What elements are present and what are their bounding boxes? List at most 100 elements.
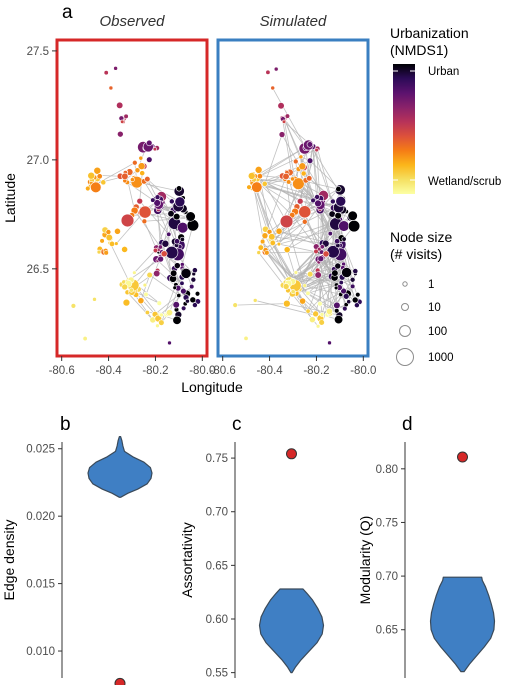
network-node xyxy=(327,340,332,346)
network-node xyxy=(160,250,168,258)
network-edge xyxy=(319,285,353,305)
latitude-tick-label: 27.0 xyxy=(27,155,49,167)
network-node xyxy=(312,310,319,318)
y-axis-title: Assortativity xyxy=(179,522,195,597)
network-node xyxy=(144,309,150,315)
observed-frame xyxy=(55,38,209,358)
network-node xyxy=(310,197,316,204)
network-node xyxy=(122,298,131,307)
network-node xyxy=(306,271,314,278)
network-node xyxy=(334,315,344,325)
network-node xyxy=(146,139,153,147)
network-node xyxy=(121,246,128,253)
network-node xyxy=(261,180,268,187)
size-legend-symbol xyxy=(401,303,409,311)
network-node xyxy=(173,262,181,269)
y-tick-label: 0.010 xyxy=(26,646,55,658)
network-edge xyxy=(283,118,307,149)
network-node xyxy=(143,291,149,298)
latitude-tick-label: 26.5 xyxy=(27,264,49,276)
network-node xyxy=(150,197,156,203)
y-tick-label: 0.60 xyxy=(206,614,228,626)
network-edge xyxy=(235,303,287,306)
network-node xyxy=(172,315,182,325)
network-node xyxy=(284,113,291,119)
network-edge xyxy=(147,178,173,202)
network-node xyxy=(161,239,170,248)
longitude-tick-label: -80.4 xyxy=(95,365,122,377)
network-edge xyxy=(266,221,306,254)
network-node xyxy=(305,308,311,314)
network-edge xyxy=(327,252,331,315)
network-node xyxy=(306,175,313,182)
size-legend: 1 10 100 1000 xyxy=(396,279,454,366)
network-node xyxy=(154,194,161,200)
network-node xyxy=(265,69,271,75)
longitude-tick-label: -80.2 xyxy=(303,365,329,377)
network-node xyxy=(333,301,341,309)
network-node xyxy=(108,85,114,91)
network-node xyxy=(313,248,319,255)
y-tick-label: 0.65 xyxy=(206,560,228,572)
network-node xyxy=(232,302,238,308)
network-edge xyxy=(286,208,318,250)
network-edge xyxy=(181,225,194,265)
network-node xyxy=(341,236,347,242)
longitude-ticks: -80.6 -80.4 -80.2 -80.0-80.6 -80.4 -80.2 -80.0 xyxy=(49,356,376,377)
network-node xyxy=(292,177,305,190)
network-node xyxy=(137,162,146,170)
network-node xyxy=(283,246,291,254)
y-tick-label: 0.75 xyxy=(206,453,228,465)
latitude-ticks: 26.5 27.0 27.5 xyxy=(27,46,57,276)
color-legend-title-line1: Urbanization xyxy=(390,25,469,41)
violin-panel-d: d 0.65 0.70 0.75 0.80 Modularity (Q) xyxy=(357,414,496,678)
network-node xyxy=(354,302,360,309)
y-tick-label: 0.65 xyxy=(376,625,398,637)
color-legend-label-wetland: Wetland/scrub xyxy=(428,176,501,188)
network-node xyxy=(275,227,283,235)
network-node xyxy=(317,255,325,262)
longitude-tick-label: -80.4 xyxy=(256,365,283,377)
y-tick-label: 0.70 xyxy=(206,507,228,519)
network-edge xyxy=(286,222,333,251)
network-node xyxy=(121,283,129,291)
network-nodes xyxy=(70,66,201,346)
network-node xyxy=(290,289,296,295)
network-node xyxy=(247,172,256,180)
network-node xyxy=(153,199,161,207)
network-node xyxy=(132,270,137,275)
network-edge xyxy=(317,274,328,315)
network-node xyxy=(342,305,348,312)
network-edge xyxy=(282,118,293,180)
network-node xyxy=(123,113,129,119)
network-node xyxy=(138,155,144,161)
network-node xyxy=(269,239,276,246)
simulated-violin xyxy=(87,436,153,498)
network-node xyxy=(277,102,285,110)
network-node xyxy=(251,181,263,193)
network-node xyxy=(121,172,129,180)
network-node xyxy=(282,172,290,181)
network-node xyxy=(172,285,177,290)
network-node xyxy=(146,271,153,279)
network-node xyxy=(340,287,347,295)
size-legend-label: 1 xyxy=(428,279,434,291)
network-node xyxy=(254,166,263,174)
network-node xyxy=(261,232,269,240)
network-node xyxy=(314,194,320,200)
network-node xyxy=(185,211,196,222)
network-node xyxy=(335,186,342,193)
network-node xyxy=(347,210,358,221)
network-node xyxy=(132,160,138,166)
network-node xyxy=(105,233,113,242)
network-node xyxy=(349,276,356,283)
network-node xyxy=(189,283,195,290)
network-node xyxy=(136,197,143,205)
network-node xyxy=(113,66,118,71)
network-node xyxy=(314,147,319,153)
violin-panel-c: c 0.55 0.60 0.65 0.70 0.75 Assortativity xyxy=(179,414,325,680)
network-node xyxy=(194,291,201,297)
network-node xyxy=(82,336,88,342)
network-node xyxy=(152,147,158,152)
